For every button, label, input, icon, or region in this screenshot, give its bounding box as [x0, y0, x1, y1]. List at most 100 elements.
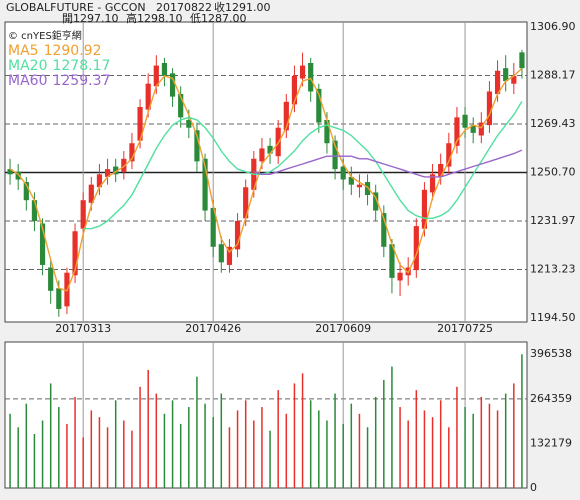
candle-body [145, 83, 151, 110]
volume-bar [220, 393, 223, 488]
y-tick-label: 1288.17 [530, 68, 576, 81]
volume-bar [196, 376, 198, 488]
candle-body [356, 184, 363, 188]
candle-body [88, 184, 94, 203]
volume-bar [456, 386, 458, 488]
volume-bar [244, 400, 247, 488]
candle-body [80, 200, 86, 229]
volume-bar [49, 383, 52, 488]
volume-bar [98, 417, 101, 488]
candle-body [486, 91, 493, 126]
legend-value: 1290.92 [44, 43, 102, 59]
volume-bar [342, 423, 344, 488]
volume-bar [521, 354, 523, 488]
candle-body [340, 166, 346, 180]
volume-bar [285, 413, 288, 488]
volume-bar [155, 393, 158, 488]
y2-tick-label: 0 [530, 481, 537, 494]
candle-body [243, 187, 249, 219]
candle-body [308, 62, 314, 92]
candle-body [7, 169, 13, 175]
volume-bar [25, 403, 28, 488]
candle-body [194, 130, 200, 162]
candle-body [364, 182, 371, 196]
volume-bar [480, 396, 483, 488]
volume-bar [261, 407, 263, 488]
candle-body [438, 163, 444, 177]
volume-bar [423, 410, 426, 488]
y2-tick-label: 132179 [530, 436, 572, 449]
volume-bar [383, 380, 385, 488]
candle-body [511, 75, 517, 84]
volume-bar [496, 410, 499, 488]
volume-bar [415, 390, 418, 488]
candle-body [218, 244, 224, 263]
candle-body [129, 143, 135, 162]
candle-body [373, 192, 379, 211]
volume-bar [114, 400, 117, 488]
y-tick-label: 1269.43 [530, 117, 576, 130]
volume-bar [106, 427, 109, 488]
volume-bar [147, 369, 149, 488]
candle-body [283, 101, 289, 131]
y2-tick-label: 396538 [530, 347, 572, 360]
candle-body [210, 207, 216, 247]
candle-body [56, 288, 62, 309]
candle-body [324, 119, 330, 144]
candle-body [23, 182, 29, 201]
legend-name: MA20 [8, 58, 47, 74]
candle-body [137, 106, 143, 141]
candle-body [178, 94, 184, 118]
legend-entry: MA20 1278.17 [8, 58, 110, 74]
volume-bar [513, 383, 515, 488]
candle-body [503, 68, 509, 82]
candle-body [226, 246, 233, 265]
volume-bar [464, 407, 466, 488]
x-tick-label: 20170609 [315, 322, 371, 335]
volume-bar [488, 403, 491, 488]
y-tick-label: 1231.97 [530, 214, 576, 227]
header-symbol: GLOBALFUTURE - GCCON [6, 1, 146, 14]
y2-tick-label: 264359 [530, 392, 572, 405]
header-high: 高1298.10 [126, 11, 183, 25]
volume-bar [131, 430, 133, 488]
header-open: 開1297.10 [62, 12, 119, 25]
candle-body [291, 75, 298, 105]
volume-bar [212, 417, 214, 488]
volume-bar [228, 427, 231, 488]
volume-bar [236, 410, 239, 488]
credit: © cnYES鉅亨網 [8, 29, 82, 42]
candle-body [186, 119, 192, 128]
volume-bar [41, 420, 44, 488]
candle-body [348, 176, 354, 185]
volume-bar [374, 396, 377, 488]
volume-bar [90, 410, 93, 488]
volume-bar [472, 413, 474, 488]
volume-bar [309, 400, 312, 488]
candle-body [389, 244, 395, 278]
volume-bar [204, 403, 206, 488]
legend-entry: MA60 1259.37 [8, 73, 110, 89]
candle-body [39, 223, 46, 265]
header-close: 收1291.00 [214, 0, 271, 14]
header-low: 低1287.00 [190, 12, 247, 25]
y-tick-label: 1306.90 [530, 20, 576, 33]
candle-body [454, 117, 460, 146]
volume-bar [123, 420, 125, 488]
volume-bar [253, 420, 255, 488]
y-tick-label: 1194.50 [530, 311, 576, 324]
candle-body [48, 267, 54, 291]
legend-name: MA5 [8, 43, 39, 59]
candle-body [381, 213, 387, 247]
ma-line [83, 101, 523, 230]
legend-value: 1259.37 [52, 73, 110, 89]
candle-body [113, 166, 119, 175]
candle-body [494, 70, 501, 95]
volume-bar [366, 427, 369, 488]
volume-bar [139, 386, 141, 488]
volume-bar [301, 373, 304, 488]
volume-bar [74, 396, 76, 488]
volume-bar [350, 403, 353, 488]
candle-body [96, 174, 103, 188]
